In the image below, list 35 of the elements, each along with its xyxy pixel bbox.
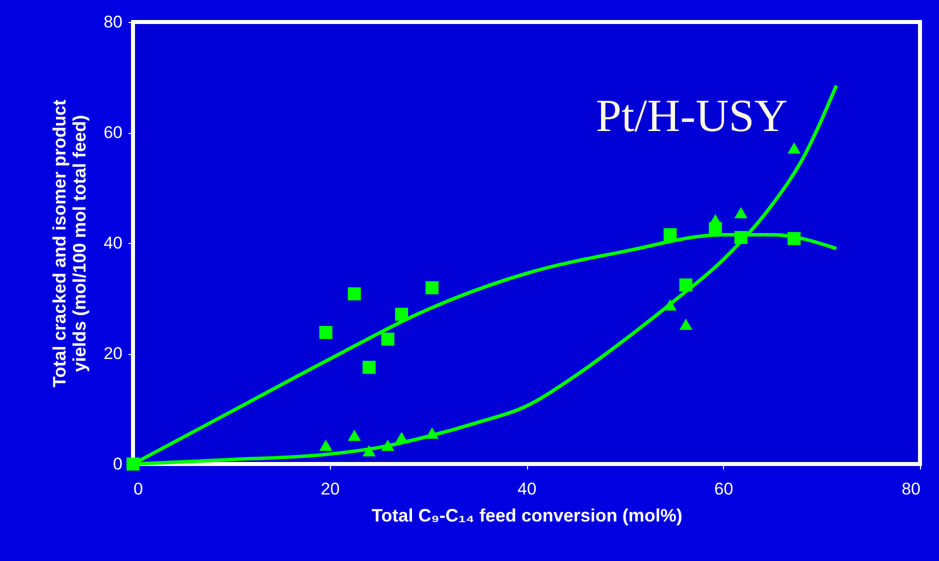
- y-tick-label: 60: [104, 123, 122, 142]
- point: [679, 278, 692, 292]
- point: [381, 440, 394, 451]
- x-tick-label: 0: [134, 480, 143, 498]
- x-axis-title: Total C₉-C₁₄ feed conversion (mol%): [372, 506, 682, 526]
- y-tick-label: 80: [104, 12, 122, 32]
- point: [362, 445, 376, 456]
- point: [734, 230, 748, 244]
- point: [319, 326, 332, 340]
- point: [734, 206, 748, 218]
- y-tick-label: 20: [104, 344, 122, 363]
- x-tick-label: 60: [714, 480, 734, 498]
- point: [426, 427, 439, 439]
- point: [426, 281, 439, 294]
- point: [381, 332, 394, 346]
- point: [395, 308, 408, 321]
- point: [664, 228, 677, 242]
- x-tick-label: 40: [518, 480, 536, 498]
- point: [395, 432, 408, 444]
- point: [348, 430, 361, 441]
- point: [708, 222, 722, 236]
- y-tick-label: 40: [104, 234, 122, 252]
- y-tick-label: 0: [113, 454, 122, 474]
- point: [362, 360, 376, 374]
- point: [319, 440, 332, 451]
- point: [788, 142, 801, 154]
- y-axis-title: Total cracked and isomer product yields (mol/100 mol total feed): [50, 100, 90, 388]
- annotation: Pt/H-USY: [596, 90, 788, 142]
- point: [348, 287, 361, 300]
- point: [788, 232, 801, 246]
- point: [664, 299, 677, 311]
- point: [679, 318, 692, 330]
- x-tick-label: 20: [320, 480, 340, 498]
- x-tick-label: 80: [902, 480, 920, 498]
- point: [126, 457, 140, 471]
